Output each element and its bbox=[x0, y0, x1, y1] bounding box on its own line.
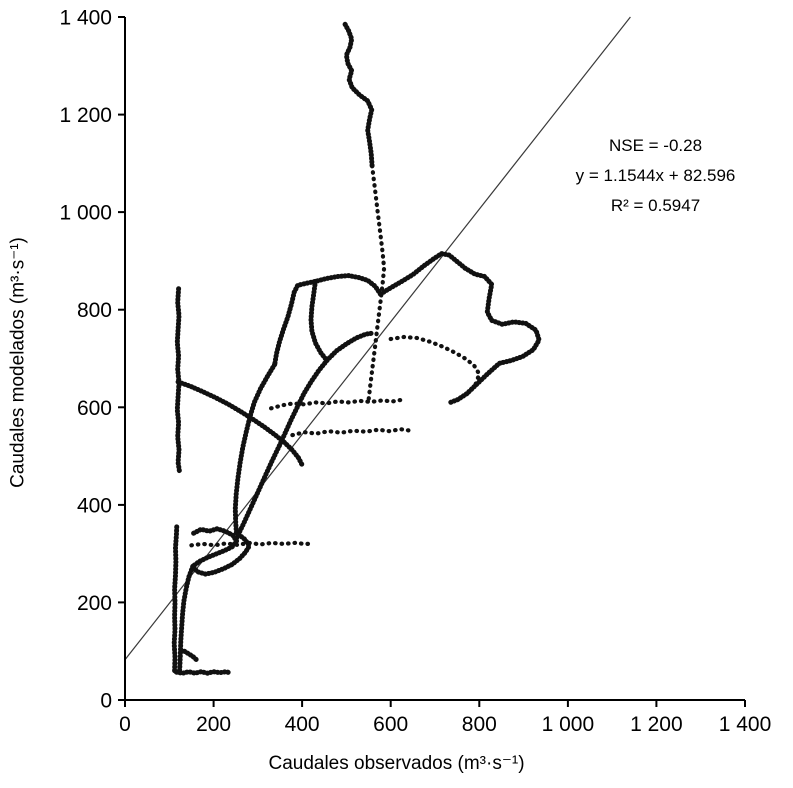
y-tick-label: 0 bbox=[100, 690, 112, 713]
data-series-conector-lazo bbox=[308, 278, 330, 363]
data-series-espolon-inferior bbox=[181, 648, 200, 663]
annotation-block: NSE = -0.28 y = 1.1544x + 82.596 R² = 0.… bbox=[548, 131, 763, 221]
y-tick-label: 1 000 bbox=[59, 202, 112, 225]
data-series-espiga-inferior bbox=[177, 563, 196, 675]
data-series-lazo-superior bbox=[272, 273, 383, 367]
axes bbox=[124, 17, 745, 701]
y-tick-label: 200 bbox=[77, 592, 112, 615]
annotation-nse: NSE = -0.28 bbox=[608, 136, 703, 155]
data-series-banda-punteada-600 bbox=[269, 397, 403, 411]
x-tick-label: 1 400 bbox=[719, 713, 772, 736]
y-tick-label: 400 bbox=[77, 494, 112, 517]
x-tick-label: 1 000 bbox=[542, 713, 595, 736]
y-tick-label: 600 bbox=[77, 397, 112, 420]
y-tick-label: 1 200 bbox=[59, 104, 112, 127]
data-series-vertical-inferior bbox=[171, 522, 180, 674]
data-series-descenso-punteado bbox=[366, 163, 387, 403]
data-series-banda-punteada-550 bbox=[290, 427, 413, 438]
x-tick-label: 600 bbox=[373, 713, 408, 736]
data-series-lado-izquierdo-lazo bbox=[232, 361, 278, 538]
x-tick-label: 800 bbox=[462, 713, 497, 736]
data-series-banda-punteada-320 bbox=[189, 540, 314, 548]
annotation-equation: y = 1.1544x + 82.596 bbox=[575, 166, 736, 185]
annotation-r2: R² = 0.5947 bbox=[610, 196, 701, 215]
regression-line bbox=[124, 16, 631, 661]
data-series-diagonal-izquierda bbox=[175, 379, 305, 468]
x-tick-label: 200 bbox=[196, 713, 231, 736]
x-tick-label: 0 bbox=[119, 713, 131, 736]
y-tick-label: 800 bbox=[77, 299, 112, 322]
data-series-grupo-inferior bbox=[190, 526, 252, 577]
x-axis-title: Caudales observados (m³·s⁻¹) bbox=[268, 753, 525, 774]
x-tick-label: 1 200 bbox=[630, 713, 683, 736]
data-series-conector-central bbox=[234, 330, 376, 541]
data-series-banda-inferior bbox=[173, 669, 232, 676]
x-tick-label: 400 bbox=[285, 713, 320, 736]
y-axis-title: Caudales modelados (m³·s⁻¹) bbox=[7, 237, 29, 488]
y-tick-label: 1 400 bbox=[59, 7, 112, 30]
data-series-pico-superior bbox=[342, 21, 375, 169]
data-series-arco-punteado-derecho bbox=[388, 334, 482, 400]
data-series-lobulo-derecho bbox=[378, 251, 542, 405]
